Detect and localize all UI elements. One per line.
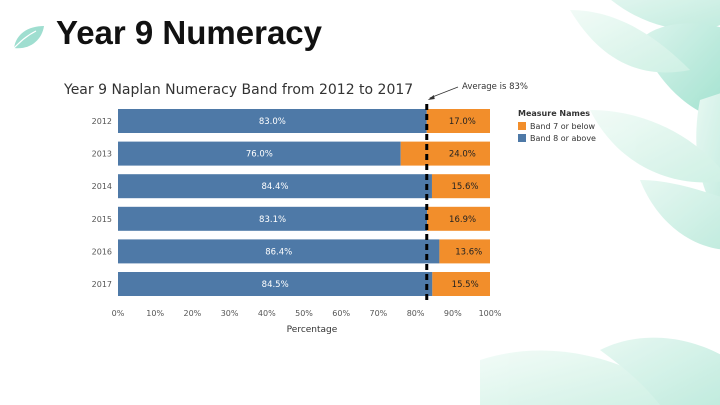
- bar-band-7-or-below: [400, 141, 490, 166]
- data-label: 17.0%: [449, 117, 476, 127]
- legend-label: Band 7 or below: [530, 122, 596, 131]
- reference-line-group: Average is 83%: [425, 82, 528, 300]
- annotation-arrow: [429, 86, 459, 99]
- x-tick-label: 100%: [479, 309, 502, 318]
- x-tick-label: 90%: [444, 309, 462, 318]
- x-axis: 2012 2013 2014 2015 2016 2017 0% 10% 20% 30% 40% 50…: [92, 117, 502, 318]
- data-label: 76.0%: [246, 150, 273, 160]
- average-annotation: Average is 83%: [462, 82, 528, 92]
- y-tick-label: 2017: [92, 280, 112, 289]
- y-tick-label: 2015: [92, 215, 112, 224]
- x-tick-label: 30%: [221, 309, 239, 318]
- x-tick-label: 20%: [184, 309, 202, 318]
- data-label: 16.9%: [449, 215, 476, 225]
- data-label: 84.5%: [262, 280, 289, 290]
- legend-label: Band 8 or above: [530, 134, 596, 143]
- annotation-arrowhead-icon: [427, 95, 435, 100]
- y-tick-label: 2016: [92, 247, 112, 256]
- x-tick-label: 0%: [112, 309, 125, 318]
- x-tick-label: 70%: [370, 309, 388, 318]
- data-label: 15.5%: [452, 280, 479, 290]
- x-tick-label: 60%: [332, 309, 350, 318]
- y-tick-label: 2012: [92, 117, 112, 126]
- bar-band-8-or-above: [118, 272, 433, 296]
- bar-band-8-or-above: [118, 109, 427, 133]
- leaf-logo-icon: [13, 26, 44, 49]
- x-axis-label: Percentage: [287, 325, 338, 335]
- bar-band-8-or-above: [118, 141, 401, 166]
- bars: 83.0% 17.0% 76.0% 24.0% 84.4% 15.6% 83.1% 16.9%…: [118, 109, 490, 296]
- bar-band-8-or-above: [118, 206, 428, 231]
- x-tick-label: 80%: [407, 309, 425, 318]
- bar-band-7-or-below: [426, 109, 490, 133]
- data-label: 83.0%: [259, 117, 286, 127]
- chart-title: Year 9 Naplan Numeracy Band from 2012 to…: [63, 82, 413, 98]
- data-label: 24.0%: [449, 150, 476, 160]
- y-tick-label: 2014: [92, 182, 112, 191]
- data-label: 83.1%: [259, 215, 286, 225]
- data-label: 84.4%: [261, 182, 288, 192]
- legend-swatch: [518, 134, 526, 142]
- bar-band-8-or-above: [118, 174, 432, 199]
- bar-band-7-or-below: [439, 239, 490, 264]
- y-tick-label: 2013: [92, 150, 112, 159]
- bar-band-7-or-below: [427, 206, 490, 231]
- bar-band-7-or-below: [432, 272, 490, 296]
- bar-band-7-or-below: [431, 174, 490, 199]
- bar-band-8-or-above: [118, 239, 440, 264]
- legend-swatch: [518, 122, 526, 130]
- x-tick-label: 50%: [295, 309, 313, 318]
- data-label: 86.4%: [265, 247, 292, 257]
- x-tick-label: 10%: [146, 309, 164, 318]
- data-label: 15.6%: [451, 182, 478, 192]
- legend: Measure Names Band 7 or below Band 8 or a…: [518, 109, 596, 143]
- slide-title: Year 9 Numeracy: [56, 14, 323, 51]
- legend-title: Measure Names: [518, 109, 590, 118]
- x-tick-label: 40%: [258, 309, 276, 318]
- data-label: 13.6%: [455, 247, 482, 257]
